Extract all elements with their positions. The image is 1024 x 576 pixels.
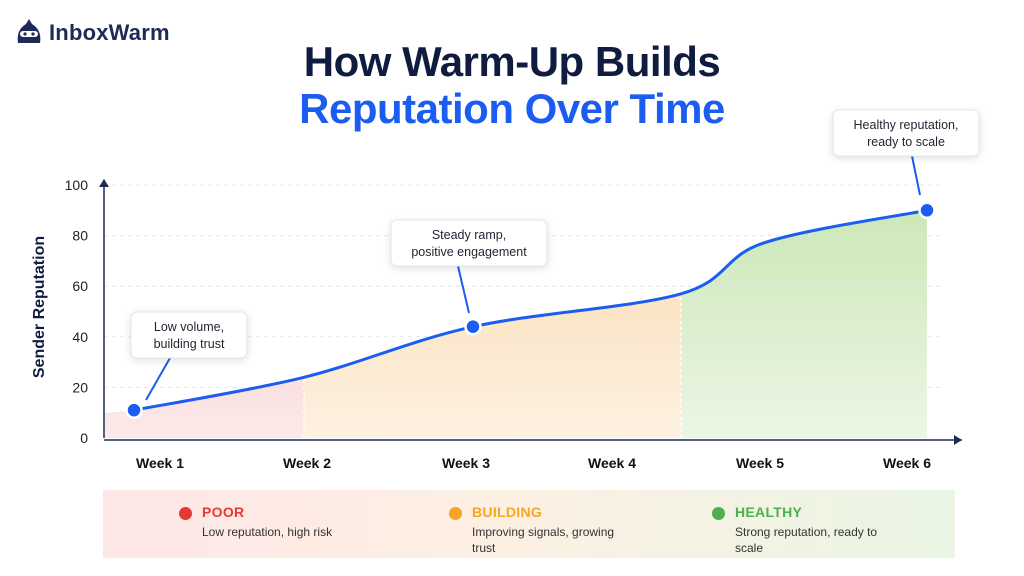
annotation-pointer-2	[457, 265, 470, 314]
brand-logo: InboxWarm	[12, 16, 170, 50]
title-line-2: Reputation Over Time	[299, 85, 725, 133]
annotation-text-2-2: positive engagement	[411, 245, 527, 259]
annotation-text-1-2: building trust	[154, 337, 225, 351]
annotation-text-2-1: Steady ramp,	[432, 228, 506, 242]
title-line-1: How Warm-Up Builds	[303, 38, 721, 85]
page-title: How Warm-Up Builds Reputation Over Time	[0, 38, 1024, 132]
x-tick-6: Week 6	[883, 455, 931, 471]
annotation-pointer-1	[145, 357, 171, 401]
x-axis-arrow	[954, 435, 962, 445]
reputation-chart: 0 20 40 60 80 100 Sender Reputation Week 1 Week …	[31, 109, 980, 471]
legend-desc-healthy: Strong reputation, ready to scale	[735, 525, 878, 556]
data-point-6	[918, 201, 936, 220]
y-tick-0: 0	[80, 430, 88, 446]
y-tick-60: 60	[72, 278, 88, 294]
y-axis-arrow	[99, 179, 109, 187]
zone-legend: POOR Low reputation, high risk BUILDING …	[103, 490, 955, 558]
data-point-1	[125, 401, 143, 419]
y-axis-label: Sender Reputation	[31, 236, 48, 378]
legend-item-poor: POOR Low reputation, high risk	[179, 504, 352, 540]
annotation-text-1-1: Low volume,	[154, 320, 224, 334]
x-tick-5: Week 5	[736, 455, 784, 471]
legend-title-poor: POOR	[202, 504, 245, 520]
y-tick-40: 40	[72, 329, 88, 345]
brand-name: InboxWarm	[49, 20, 170, 45]
annotation-text-3-1: Healthy reputation,	[854, 118, 959, 132]
legend-title-building: BUILDING	[472, 504, 543, 520]
annotation-box-3	[832, 109, 980, 157]
ninja-logo-icon	[17, 19, 41, 43]
y-tick-20: 20	[72, 379, 88, 395]
y-tick-100: 100	[65, 177, 89, 193]
annotation-box-1	[130, 311, 248, 359]
legend-item-healthy: HEALTHY Strong reputation, ready to scal…	[712, 504, 885, 556]
x-tick-2: Week 2	[283, 455, 331, 471]
legend-dot-poor	[179, 507, 192, 520]
data-point-3	[464, 317, 482, 336]
annotation-pointer-3	[911, 155, 921, 196]
x-tick-4: Week 4	[588, 455, 636, 471]
legend-desc-building: Improving signals, growing trust	[472, 525, 615, 556]
x-tick-3: Week 3	[442, 455, 490, 471]
zone-area-poor	[105, 377, 304, 438]
annotation-text-3-2: ready to scale	[867, 135, 945, 149]
legend-item-building: BUILDING Improving signals, growing trus…	[449, 504, 622, 556]
legend-dot-healthy	[712, 507, 725, 520]
legend-desc-poor: Low reputation, high risk	[202, 525, 333, 539]
series-line	[132, 208, 929, 412]
legend-title-healthy: HEALTHY	[735, 504, 803, 520]
annotation-box-2	[390, 219, 548, 267]
zone-area-building	[304, 293, 681, 438]
legend-dot-building	[449, 507, 462, 520]
y-tick-80: 80	[72, 228, 88, 244]
zone-area-healthy	[681, 210, 927, 438]
x-tick-1: Week 1	[136, 455, 184, 471]
